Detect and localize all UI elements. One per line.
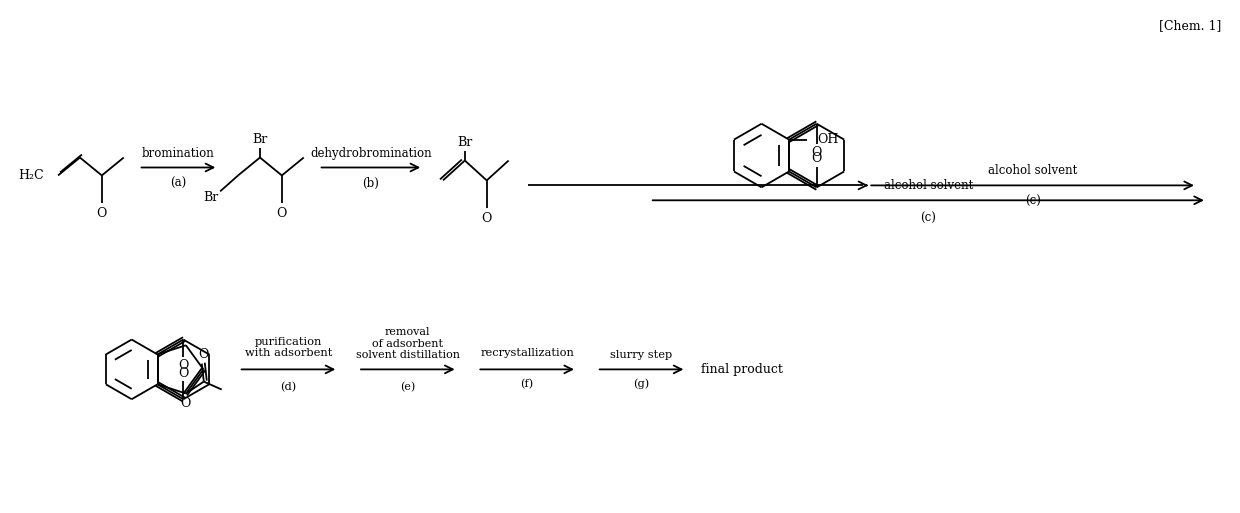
- Text: (c): (c): [1024, 195, 1040, 208]
- Text: O: O: [811, 152, 822, 165]
- Text: (g): (g): [634, 378, 650, 388]
- Text: alcohol solvent: alcohol solvent: [988, 164, 1078, 177]
- Text: OH: OH: [817, 133, 838, 146]
- Text: H₂C: H₂C: [19, 169, 45, 182]
- Text: (b): (b): [362, 177, 379, 190]
- Text: O: O: [198, 348, 210, 361]
- Text: O: O: [179, 359, 188, 372]
- Text: recrystallization: recrystallization: [480, 348, 574, 359]
- Text: O: O: [481, 212, 492, 225]
- Text: removal
of adsorbent
solvent distillation: removal of adsorbent solvent distillatio…: [356, 327, 460, 360]
- Text: (e): (e): [401, 382, 415, 392]
- Text: slurry step: slurry step: [610, 350, 672, 361]
- Text: O: O: [277, 207, 286, 220]
- Text: alcohol solvent: alcohol solvent: [884, 179, 973, 192]
- Text: (c): (c): [920, 212, 936, 225]
- Text: (f): (f): [521, 379, 533, 389]
- Text: Br: Br: [203, 191, 218, 204]
- Text: bromination: bromination: [143, 147, 215, 160]
- Text: (a): (a): [170, 177, 186, 190]
- Text: final product: final product: [701, 363, 782, 376]
- Text: purification
with adsorbent: purification with adsorbent: [244, 337, 332, 358]
- Text: O: O: [181, 397, 191, 410]
- Text: Br: Br: [458, 136, 472, 149]
- Text: [Chem. 1]: [Chem. 1]: [1159, 19, 1221, 32]
- Text: Br: Br: [252, 133, 268, 146]
- Text: O: O: [179, 367, 188, 380]
- Text: dehydrobromination: dehydrobromination: [310, 147, 432, 160]
- Text: O: O: [97, 207, 107, 220]
- Text: O: O: [811, 146, 822, 159]
- Text: (d): (d): [280, 382, 296, 392]
